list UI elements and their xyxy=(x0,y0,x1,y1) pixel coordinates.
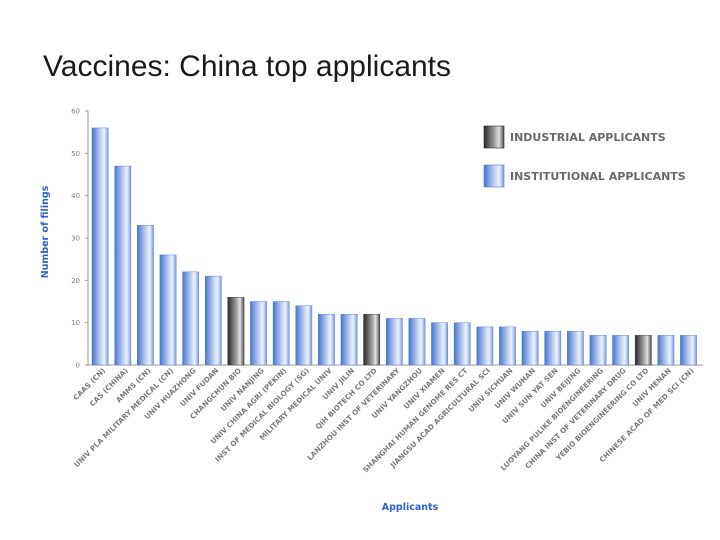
legend-item-institutional: INSTITUTIONAL APPLICANTS xyxy=(483,164,686,188)
bar xyxy=(680,335,697,366)
bar xyxy=(272,301,290,366)
legend-label: INSTITUTIONAL APPLICANTS xyxy=(510,170,686,183)
legend-label: INDUSTRIAL APPLICANTS xyxy=(510,131,666,144)
y-tick-label: 0 xyxy=(76,362,80,370)
bar xyxy=(476,326,494,366)
bar xyxy=(385,318,403,366)
y-tick-label: 20 xyxy=(71,277,80,285)
legend-swatch xyxy=(483,125,505,149)
y-axis-label: Number of filings xyxy=(40,185,51,278)
bar xyxy=(453,322,471,366)
bar xyxy=(159,254,177,366)
bar xyxy=(114,165,132,366)
bar xyxy=(340,314,358,366)
x-axis-label: Applicants xyxy=(382,502,439,513)
bar xyxy=(318,314,335,366)
bar xyxy=(521,330,539,366)
bar xyxy=(295,305,313,366)
y-tick-label: 10 xyxy=(71,319,80,327)
bar xyxy=(589,335,607,366)
bar xyxy=(204,275,222,366)
bar xyxy=(612,335,629,366)
y-tick-label: 40 xyxy=(71,192,80,200)
bar xyxy=(182,271,200,366)
legend: INDUSTRIAL APPLICANTS INSTITUTIONAL APPLI… xyxy=(483,125,686,188)
legend-item-industrial: INDUSTRIAL APPLICANTS xyxy=(483,125,666,149)
bar xyxy=(431,322,448,366)
bar xyxy=(567,330,584,366)
bar xyxy=(499,326,516,366)
legend-swatch xyxy=(483,164,505,188)
bar xyxy=(634,335,652,366)
bar xyxy=(137,225,154,366)
bar xyxy=(544,330,562,366)
bar xyxy=(227,297,245,366)
bar xyxy=(91,127,109,366)
bar xyxy=(363,314,381,366)
bar xyxy=(408,318,426,366)
bar xyxy=(657,335,675,366)
y-tick-label: 50 xyxy=(71,150,80,158)
slide-title: Vaccines: China top applicants xyxy=(43,50,452,83)
y-tick-label: 30 xyxy=(71,235,80,243)
x-tick-label: SHANGHAI HUMAN GENOME RES CT xyxy=(361,366,469,474)
bar xyxy=(250,301,267,366)
y-tick-label: 60 xyxy=(71,108,80,116)
